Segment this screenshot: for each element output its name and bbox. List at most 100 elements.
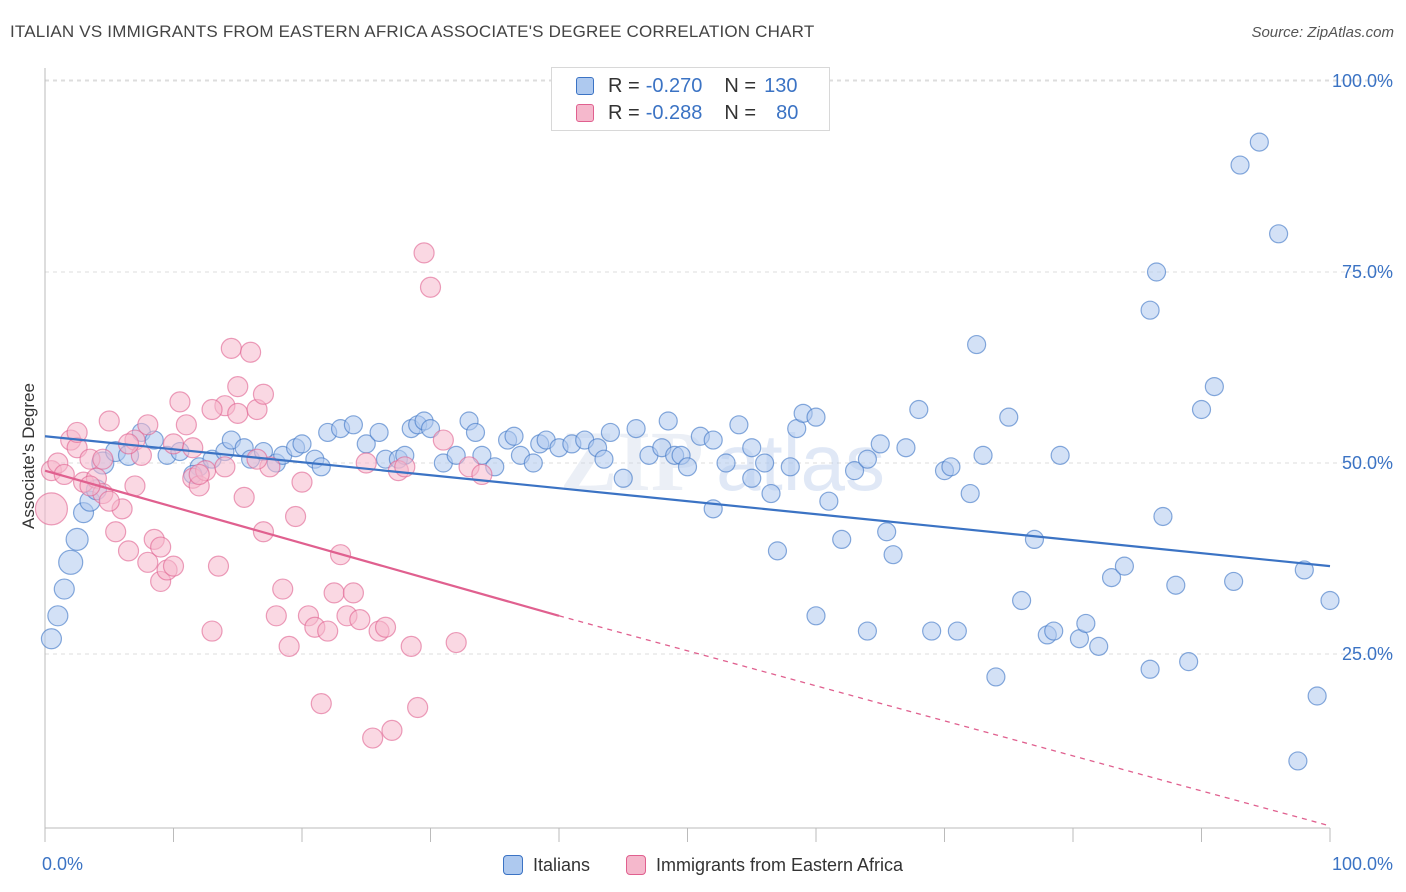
eastern-africa-swatch [576,104,594,122]
n-value: 80 [776,101,799,124]
r-value: -0.288 [645,101,703,124]
n-value: 130 [764,74,798,97]
data-point [227,402,249,424]
data-point [922,621,942,641]
data-point [742,468,762,488]
data-point [1294,560,1314,580]
data-point [523,453,543,473]
data-point [1011,590,1032,611]
data-point [1076,613,1096,634]
data-point [832,529,852,550]
n-label: N = [724,101,757,124]
data-point [98,410,120,432]
data-point [877,522,897,542]
data-point [1089,636,1109,656]
data-point [857,449,878,469]
data-point [909,399,929,420]
italians-swatch [576,77,594,95]
data-point [947,621,967,641]
data-point [857,621,878,641]
data-point [600,422,621,443]
data-point [594,449,614,469]
data-point [317,620,339,642]
chart-source: Source: ZipAtlas.com [1251,24,1394,41]
data-point [58,549,84,575]
stats-legend: R = -0.270 N = 130 R = -0.288 N = 80 [551,67,830,131]
grid-lines [45,79,1392,655]
legend-item-italians[interactable]: Italians [502,854,590,876]
data-point [445,631,467,654]
series-legend: Italians Immigrants from Eastern Africa [0,852,1406,878]
legend-label-eastern-africa: Immigrants from Eastern Africa [655,854,904,875]
data-point [124,475,146,497]
data-point [432,429,454,451]
x-tick-label: 100.0% [1332,854,1393,874]
data-point [819,491,839,511]
data-point [201,620,223,642]
stats-legend-row-italians: R = -0.270 N = 130 [576,74,797,98]
data-point [137,414,159,436]
data-point [98,490,120,512]
data-point [806,606,826,626]
data-point [311,457,331,477]
data-point [1024,529,1045,550]
data-point [291,471,313,493]
legend-item-eastern-africa[interactable]: Immigrants from Eastern Africa [625,854,904,876]
y-tick-label: 100.0% [1332,71,1393,91]
data-point [369,422,389,443]
data-point [960,483,980,504]
data-point [292,434,312,454]
data-point [883,545,903,565]
data-point [1101,567,1122,588]
data-point [34,492,69,526]
data-point [1140,300,1160,320]
data-point [1044,621,1064,641]
data-point [504,426,524,446]
data-point [214,456,236,478]
trend-line [44,435,1331,568]
data-point [381,719,403,742]
data-point [767,541,788,561]
data-point [162,555,185,577]
tick-labels: 100.0% 75.0% 50.0% 25.0% 0.0% 100.0% [42,71,1393,874]
axes [44,68,1331,842]
data-point [761,483,781,504]
data-point [1191,399,1212,420]
data-point [66,421,88,444]
legend-label-italians: Italians [532,854,590,875]
italians-legend-swatch [502,855,523,875]
data-point [703,430,723,450]
r-label: R = [608,74,640,97]
data-point [47,605,69,627]
data-point [400,635,422,657]
y-tick-label: 25.0% [1342,644,1393,664]
data-point [278,635,300,657]
data-point [220,337,242,359]
data-point [169,391,191,413]
data-point [1179,652,1199,672]
data-point [742,438,762,458]
data-point [1268,224,1289,244]
data-point [870,434,890,454]
data-point [252,383,275,405]
data-point [1230,155,1250,175]
data-point [137,551,159,573]
data-point [941,457,961,477]
data-point [420,419,441,439]
data-point [716,453,736,473]
data-point [407,696,429,719]
data-point [967,334,987,355]
data-point [150,536,172,558]
data-point [265,605,287,627]
r-label: R = [608,101,640,124]
trend-line [44,469,560,617]
data-point [780,457,800,477]
y-tick-label: 75.0% [1342,262,1393,282]
data-point [973,445,993,465]
data-point [1050,445,1070,465]
data-point [92,448,114,470]
data-point [1114,556,1135,576]
data-point [413,242,435,264]
data-point [362,727,384,749]
data-point [323,582,345,604]
